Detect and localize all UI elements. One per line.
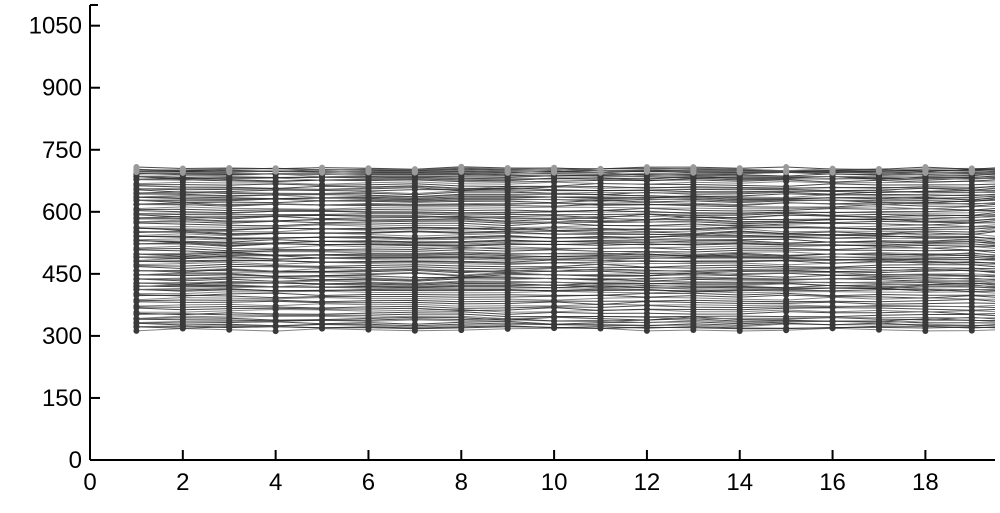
y-tick-label: 300 <box>42 323 82 350</box>
x-tick-label: 10 <box>541 469 568 496</box>
y-tick-label: 600 <box>42 199 82 226</box>
y-tick-label: 450 <box>42 261 82 288</box>
series-lines <box>136 167 995 331</box>
y-tick-label: 150 <box>42 385 82 412</box>
x-tick-label: 6 <box>362 469 375 496</box>
y-tick-label: 900 <box>42 75 82 102</box>
chart-svg: 0 150 300 450 600 750 900 1050 0 2 4 6 8 10 12 14 16 18 <box>0 0 1000 513</box>
y-tick-label: 0 <box>69 447 82 474</box>
x-tick-label: 14 <box>726 469 753 496</box>
x-tick-label: 8 <box>455 469 468 496</box>
x-tick-label: 12 <box>634 469 661 496</box>
y-tick-label: 750 <box>42 137 82 164</box>
x-tick-label: 0 <box>83 469 96 496</box>
x-tick-label: 16 <box>819 469 846 496</box>
y-tick-label: 1050 <box>29 13 82 40</box>
x-tick-label: 4 <box>269 469 282 496</box>
x-tick-label: 2 <box>176 469 189 496</box>
x-tick-label: 18 <box>912 469 939 496</box>
parallel-lines-chart: 0 150 300 450 600 750 900 1050 0 2 4 6 8 10 12 14 16 18 <box>0 0 1000 513</box>
